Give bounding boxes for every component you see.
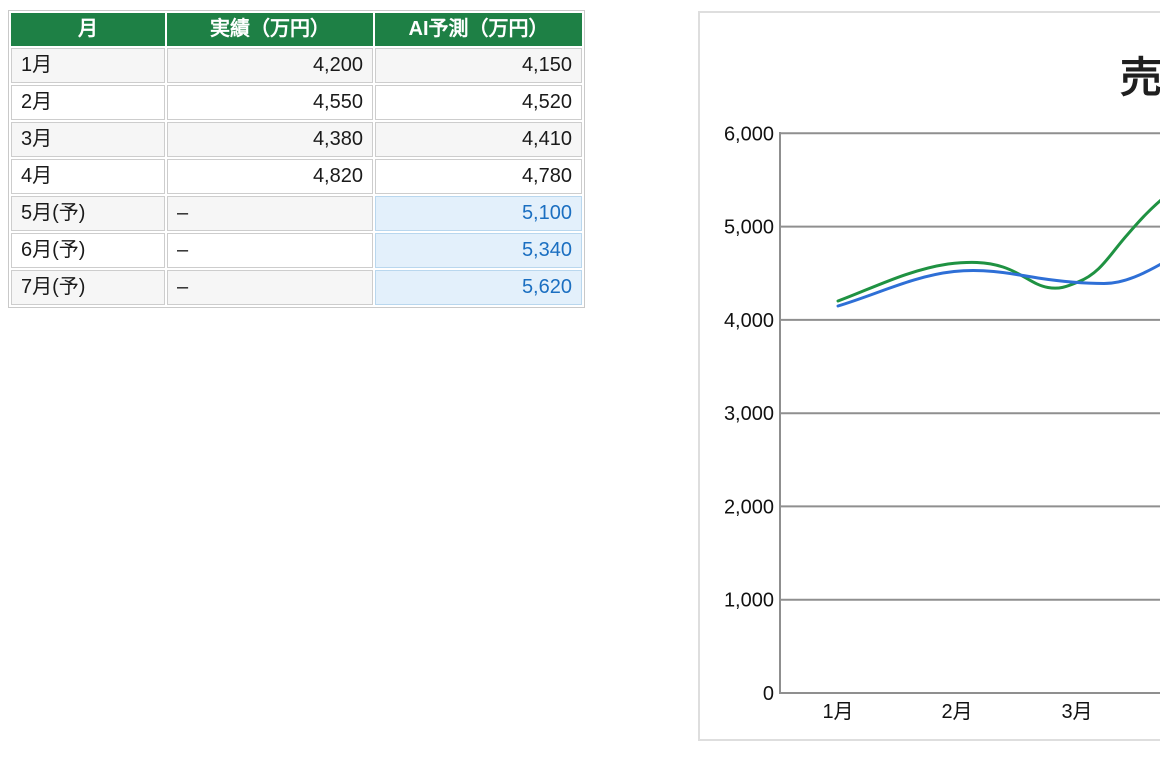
y-tick-label: 0 bbox=[763, 683, 774, 705]
cell-forecast: 5,100 bbox=[375, 196, 582, 231]
chart-card: 売 6,000 5,000 4,000 3,000 2,000 1,000 0 … bbox=[698, 11, 1160, 741]
actual-series-line bbox=[836, 198, 1160, 303]
cell-actual: – bbox=[167, 196, 373, 231]
forecast-table: 月 実績（万円） AI予測（万円） 1月 4,200 4,150 2月 4,55… bbox=[8, 10, 585, 308]
sales-forecast-chart: 売 6,000 5,000 4,000 3,000 2,000 1,000 0 … bbox=[724, 54, 1160, 723]
cell-month: 1月 bbox=[11, 48, 165, 83]
table-row: 5月(予) – 5,100 bbox=[11, 196, 582, 231]
table-row: 1月 4,200 4,150 bbox=[11, 48, 582, 83]
cell-actual: 4,550 bbox=[167, 85, 373, 120]
cell-forecast: 4,150 bbox=[375, 48, 582, 83]
forecast-series-line bbox=[836, 262, 1160, 308]
table-row: 6月(予) – 5,340 bbox=[11, 233, 582, 268]
column-header-actual: 実績（万円） bbox=[167, 13, 373, 46]
cell-actual: 4,380 bbox=[167, 122, 373, 157]
y-tick-label: 1,000 bbox=[724, 590, 774, 612]
chart-title: 売 bbox=[1120, 54, 1160, 101]
x-tick-label: 3月 bbox=[1061, 701, 1092, 723]
table-row: 2月 4,550 4,520 bbox=[11, 85, 582, 120]
cell-month: 3月 bbox=[11, 122, 165, 157]
table-row: 4月 4,820 4,780 bbox=[11, 159, 582, 194]
cell-forecast: 4,780 bbox=[375, 159, 582, 194]
cell-month: 7月(予) bbox=[11, 270, 165, 305]
table-row: 7月(予) – 5,620 bbox=[11, 270, 582, 305]
column-header-month: 月 bbox=[11, 13, 165, 46]
y-tick-label: 6,000 bbox=[724, 123, 774, 145]
y-tick-label: 2,000 bbox=[724, 496, 774, 518]
cell-forecast: 5,620 bbox=[375, 270, 582, 305]
y-tick-label: 4,000 bbox=[724, 310, 774, 332]
cell-month: 4月 bbox=[11, 159, 165, 194]
y-axis-labels: 6,000 5,000 4,000 3,000 2,000 1,000 0 bbox=[724, 123, 774, 705]
cell-forecast: 4,410 bbox=[375, 122, 582, 157]
plot-area bbox=[836, 198, 1160, 308]
x-axis-labels: 1月 2月 3月 4月 5月 6月 7月 bbox=[822, 701, 1092, 723]
gridlines bbox=[780, 132, 1160, 694]
x-tick-label: 1月 bbox=[822, 701, 853, 723]
cell-month: 2月 bbox=[11, 85, 165, 120]
table-header-row: 月 実績（万円） AI予測（万円） bbox=[11, 13, 582, 46]
cell-forecast: 4,520 bbox=[375, 85, 582, 120]
cell-month: 5月(予) bbox=[11, 196, 165, 231]
cell-forecast: 5,340 bbox=[375, 233, 582, 268]
cell-actual: – bbox=[167, 233, 373, 268]
column-header-forecast: AI予測（万円） bbox=[375, 13, 582, 46]
cell-actual: 4,820 bbox=[167, 159, 373, 194]
cell-actual: – bbox=[167, 270, 373, 305]
y-tick-label: 5,000 bbox=[724, 217, 774, 239]
y-tick-label: 3,000 bbox=[724, 403, 774, 425]
table-row: 3月 4,380 4,410 bbox=[11, 122, 582, 157]
x-tick-label: 2月 bbox=[941, 701, 972, 723]
cell-month: 6月(予) bbox=[11, 233, 165, 268]
cell-actual: 4,200 bbox=[167, 48, 373, 83]
